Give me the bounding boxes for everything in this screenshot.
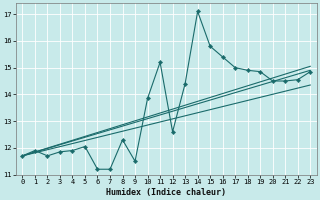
- X-axis label: Humidex (Indice chaleur): Humidex (Indice chaleur): [106, 188, 226, 197]
